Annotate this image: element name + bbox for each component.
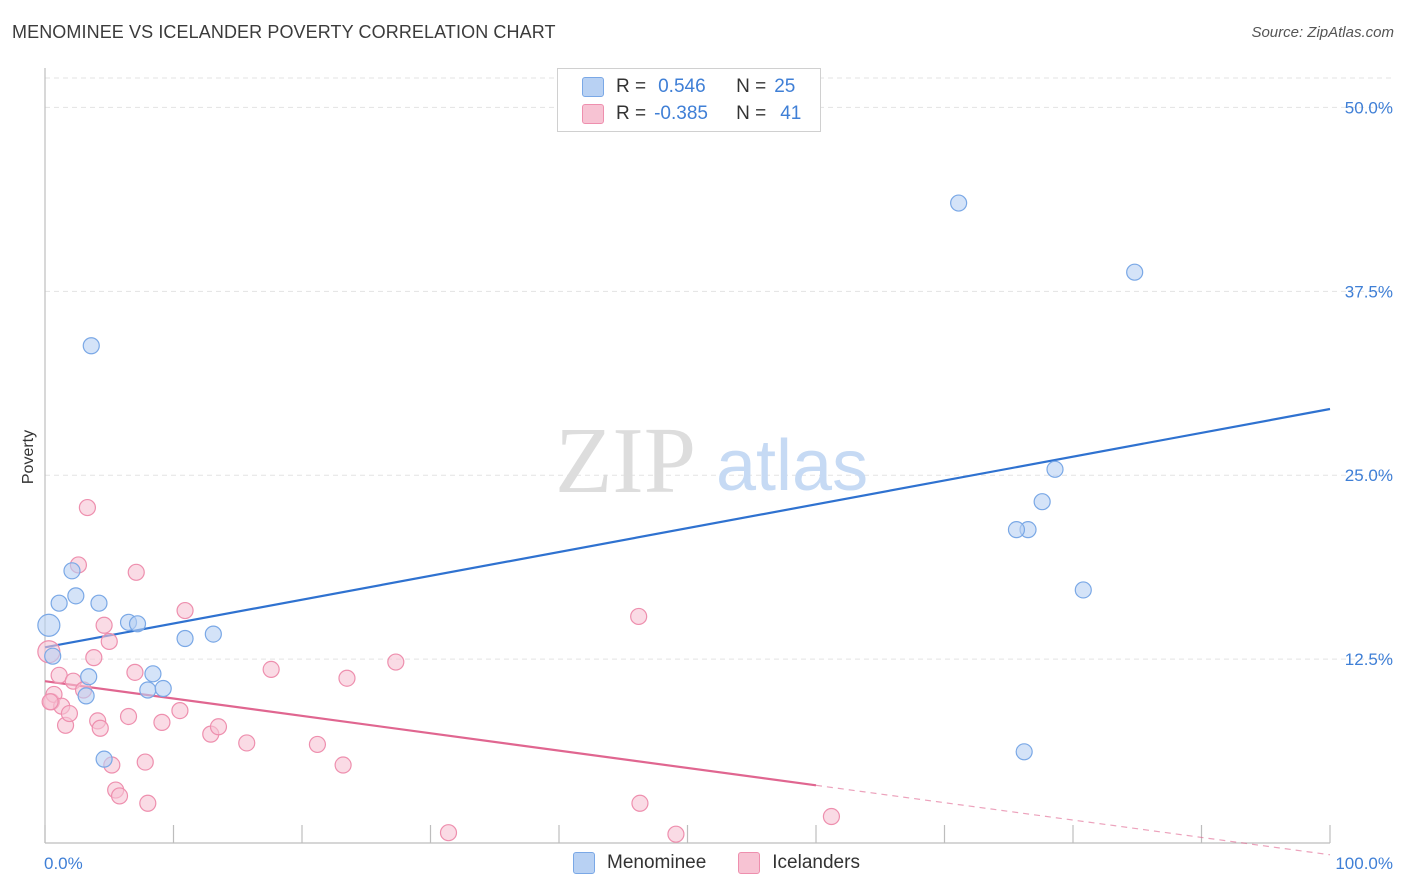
n-value: 25: [774, 76, 796, 97]
legend-item-icelanders[interactable]: Icelanders: [738, 852, 860, 874]
y-tick-label: 12.5%: [1345, 650, 1393, 669]
r-value: 0.546: [658, 76, 706, 97]
menominee-point: [37, 613, 61, 637]
menominee-point: [144, 665, 162, 683]
menominee-point: [1046, 460, 1064, 478]
menominee-point: [950, 194, 968, 212]
menominee-point: [50, 594, 68, 612]
chart-title: MENOMINEE VS ICELANDER POVERTY CORRELATI…: [12, 22, 556, 42]
y-tick-label: 50.0%: [1345, 98, 1393, 117]
menominee-point: [1015, 743, 1033, 761]
r-value: -0.385: [654, 103, 708, 124]
trend-line-extension-icelanders: [815, 784, 1331, 856]
watermark-atlas: atlas: [716, 426, 868, 506]
axes: [44, 68, 1331, 844]
icelanders-point: [176, 601, 194, 620]
x-tick-label-min: 0.0%: [44, 854, 83, 873]
watermark: ZIP atlas: [555, 409, 868, 513]
legend-row-icelanders: R = -0.385 N = 41: [582, 102, 801, 126]
series-legend: Menominee Icelanders: [573, 852, 892, 874]
n-label: N =: [736, 76, 767, 97]
r-label: R =: [616, 103, 647, 124]
icelander-swatch: [738, 852, 761, 874]
data-points: [37, 194, 1144, 843]
gridlines: [45, 77, 1393, 660]
y-tick-label: 37.5%: [1345, 282, 1393, 301]
y-tick-label: 25.0%: [1345, 466, 1393, 485]
icelanders-point: [631, 794, 649, 812]
menominee-swatch: [582, 77, 604, 97]
menominee-point: [1126, 263, 1144, 281]
icelanders-point: [334, 756, 352, 774]
n-value: 41: [780, 103, 802, 124]
icelanders-point: [822, 807, 841, 826]
menominee-point: [63, 562, 81, 580]
icelanders-point: [85, 649, 103, 667]
icelanders-point: [338, 669, 356, 687]
menominee-point: [82, 337, 100, 355]
menominee-point: [128, 615, 147, 633]
n-label: N =: [736, 103, 767, 124]
icelanders-point: [308, 735, 327, 754]
icelander-swatch: [582, 104, 604, 124]
menominee-point: [139, 681, 157, 699]
r-label: R =: [616, 76, 647, 97]
legend-label-menominee: Menominee: [607, 852, 707, 873]
source-label: Source: ZipAtlas.com: [1251, 24, 1394, 41]
icelanders-point: [136, 753, 154, 771]
menominee-point: [204, 625, 222, 643]
icelanders-point: [95, 616, 113, 634]
y-axis-label: Poverty: [20, 430, 37, 484]
menominee-point: [1007, 521, 1026, 539]
icelanders-point: [171, 701, 189, 720]
menominee-point: [1074, 581, 1092, 599]
menominee-point: [1033, 493, 1051, 511]
icelanders-point: [126, 663, 144, 681]
icelanders-point: [209, 718, 228, 736]
menominee-point: [95, 750, 113, 768]
menominee-swatch: [573, 852, 595, 874]
icelanders-point: [119, 707, 138, 726]
icelanders-point: [60, 704, 79, 723]
correlation-legend: R = 0.546 N = 25 R = -0.385 N = 41: [557, 68, 821, 132]
icelanders-point: [238, 734, 256, 752]
trend-lines: [44, 407, 1331, 856]
icelanders-point: [139, 794, 157, 812]
tick-labels: 12.5% 25.0% 37.5% 50.0% 0.0% 100.0%: [44, 98, 1393, 873]
menominee-point: [176, 629, 194, 648]
trend-line-menominee: [44, 407, 1331, 649]
menominee-point: [90, 594, 108, 612]
menominee-point: [80, 668, 98, 686]
icelanders-point: [439, 824, 458, 842]
trend-line-icelanders: [44, 680, 817, 787]
icelanders-point: [630, 607, 648, 626]
icelanders-point: [41, 693, 59, 711]
icelanders-point: [387, 653, 405, 671]
icelanders-point: [110, 787, 129, 805]
icelanders-point: [262, 660, 280, 679]
legend-label-icelanders: Icelanders: [772, 852, 860, 873]
icelanders-point: [78, 498, 97, 517]
legend-row-menominee: R = 0.546 N = 25: [582, 75, 795, 99]
icelanders-point: [667, 825, 685, 843]
legend-item-menominee[interactable]: Menominee: [573, 852, 706, 874]
icelanders-point: [127, 563, 145, 581]
menominee-point: [77, 687, 95, 705]
menominee-point: [154, 679, 172, 698]
icelanders-point: [91, 719, 109, 737]
icelanders-point: [100, 632, 118, 651]
icelanders-point: [153, 713, 171, 731]
menominee-point: [67, 587, 85, 605]
x-tick-label-max: 100.0%: [1335, 854, 1393, 873]
menominee-point: [44, 647, 62, 665]
watermark-zip: ZIP: [555, 409, 696, 513]
